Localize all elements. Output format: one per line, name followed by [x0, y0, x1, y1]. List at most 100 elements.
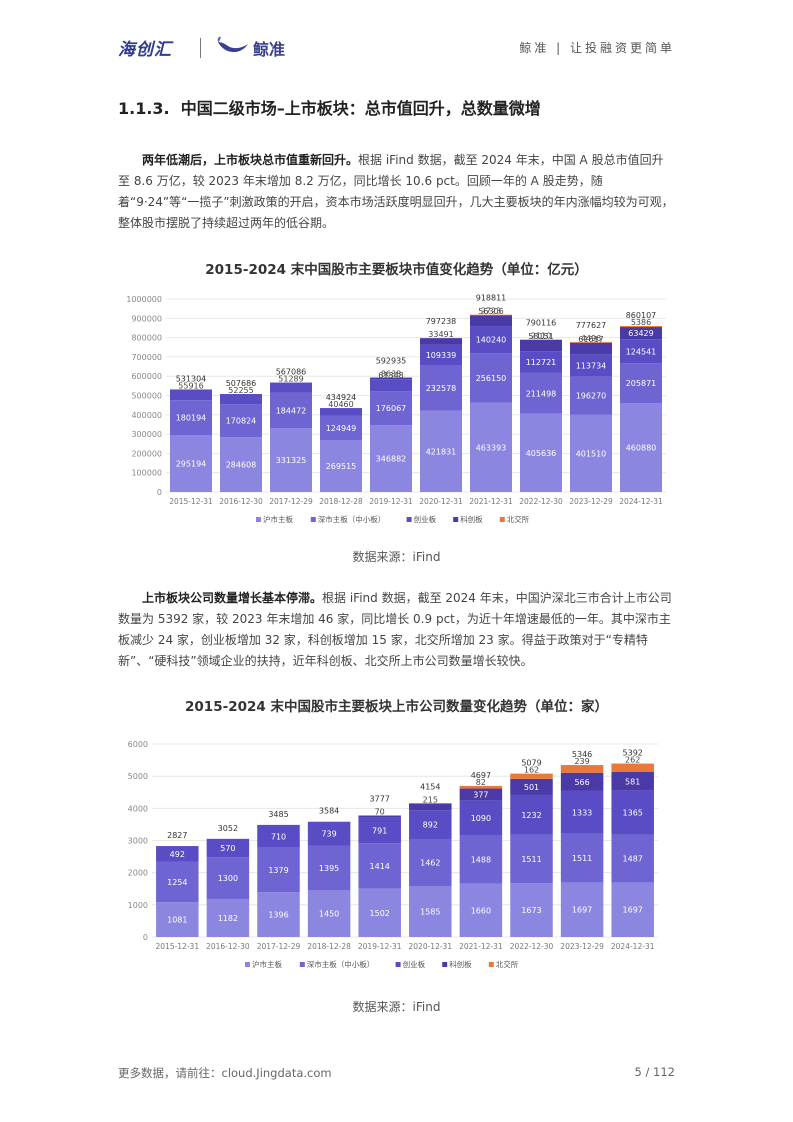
data-label: 184472 — [276, 406, 307, 415]
market-value-chart: 0 100000 200000 300000 400000 500000 600000 700… — [126, 294, 666, 524]
bar-segment — [170, 389, 212, 401]
total-label: 507686 — [226, 379, 257, 388]
total-label: 2827 — [167, 831, 187, 840]
footer-link[interactable]: 更多数据，请前往：cloud.Jingdata.com — [118, 1066, 332, 1080]
bar-segment — [257, 824, 300, 848]
data-label: 581 — [625, 777, 640, 786]
data-label: 33491 — [428, 330, 453, 339]
data-label: 176067 — [376, 404, 407, 413]
bar-segment — [510, 794, 553, 835]
bar-segment — [620, 327, 662, 340]
data-label: 1333 — [572, 808, 592, 817]
total-label: 567086 — [276, 368, 307, 377]
data-label: 1182 — [218, 914, 238, 923]
total-label: 5392 — [623, 749, 643, 758]
bar-segment — [409, 886, 452, 937]
total-label: 3485 — [268, 810, 288, 819]
data-label: 739 — [321, 830, 336, 839]
bar-segment — [510, 883, 553, 937]
y-tick-label: 500000 — [131, 392, 162, 401]
total-label: 777627 — [576, 321, 607, 330]
y-tick-label: 300000 — [131, 430, 162, 439]
data-label: 55916 — [178, 381, 203, 390]
x-tick-label: 2017-12-29 — [269, 497, 313, 506]
bar-segment — [560, 882, 604, 937]
legend-label: 北交所 — [507, 514, 530, 524]
bar-segment — [270, 428, 312, 492]
data-label: 124949 — [326, 424, 357, 433]
data-label: 1673 — [521, 906, 541, 915]
data-label: 501 — [524, 783, 539, 792]
legend-swatch — [488, 962, 494, 967]
data-label: 284608 — [226, 461, 257, 470]
data-label: 1232 — [521, 811, 541, 820]
bar-segment — [270, 382, 312, 393]
y-tick-label: 0 — [143, 933, 148, 942]
x-tick-label: 2024-12-31 — [611, 942, 655, 951]
bar-segment — [470, 314, 512, 316]
total-label: 3584 — [319, 807, 339, 816]
data-label: 113734 — [576, 362, 607, 371]
total-label: 434924 — [326, 393, 357, 402]
bar-segment — [611, 882, 654, 937]
data-label: 1511 — [521, 855, 541, 864]
data-source: 数据来源：iFind — [352, 550, 441, 564]
y-tick-label: 5000 — [128, 772, 148, 781]
bar-segment — [611, 771, 654, 791]
bar-segment — [470, 353, 512, 403]
data-source: 数据来源：iFind — [352, 1000, 441, 1014]
bar-segment — [470, 402, 512, 492]
bar-segment — [307, 845, 351, 891]
data-label: 162 — [524, 766, 539, 775]
data-label: 295194 — [176, 460, 207, 469]
data-label: 1365 — [623, 809, 643, 818]
x-tick-label: 2015-12-31 — [169, 497, 213, 506]
bar-segment — [420, 338, 462, 345]
bar-segment — [570, 414, 612, 492]
whale-icon — [216, 34, 250, 62]
total-label: 918811 — [476, 294, 507, 303]
bar-segment — [409, 838, 452, 887]
data-label: 205871 — [626, 379, 657, 388]
data-label: 1300 — [218, 874, 238, 883]
bar-segment — [156, 846, 199, 862]
bar-segment — [220, 404, 262, 438]
y-tick-label: 100000 — [131, 469, 162, 478]
data-label: 170824 — [226, 417, 257, 426]
y-tick-label: 700000 — [131, 353, 162, 362]
legend-swatch — [499, 517, 505, 522]
bar-segment — [510, 834, 553, 884]
bar-segment — [156, 902, 199, 937]
bar-segment — [459, 788, 503, 801]
legend-label: 沪市主板 — [263, 514, 293, 524]
bar-segment — [370, 377, 412, 380]
data-label: 710 — [271, 832, 286, 841]
data-label: 570 — [220, 844, 235, 853]
page-header: 海创汇 鲸准 鲸准 | 让投融资更简单 — [118, 32, 675, 64]
data-label: 1660 — [471, 906, 491, 915]
bar-segment — [409, 810, 452, 839]
x-tick-label: 2020-12-31 — [409, 942, 453, 951]
data-label: 61348 — [378, 371, 403, 380]
bar-segment — [459, 835, 503, 884]
bar-segment — [358, 843, 401, 889]
paragraph-lead: 上市板块公司数量增长基本停滞。 — [142, 591, 323, 605]
bar-segment — [520, 351, 562, 373]
data-label: 1395 — [319, 864, 339, 873]
bar-segment — [459, 883, 503, 937]
data-label: 2110 — [531, 332, 551, 341]
x-tick-label: 2018-12-28 — [319, 497, 363, 506]
data-label: 331325 — [276, 456, 307, 465]
section-heading: 1.1.3. 中国二级市场–上市板块：总市值回升，总数量微增 — [118, 95, 541, 119]
x-tick-label: 2015-12-31 — [156, 942, 200, 951]
data-label: 1488 — [471, 856, 491, 865]
legend-swatch — [256, 517, 261, 522]
legend-swatch — [453, 517, 459, 522]
x-tick-label: 2021-12-31 — [459, 942, 503, 951]
y-tick-label: 800000 — [131, 334, 162, 343]
jingzhun-logo: 鲸准 — [253, 40, 286, 59]
bar-segment — [156, 861, 199, 903]
data-label: 140240 — [476, 336, 507, 345]
y-tick-label: 2000 — [128, 869, 148, 878]
data-label: 1502 — [370, 909, 390, 918]
